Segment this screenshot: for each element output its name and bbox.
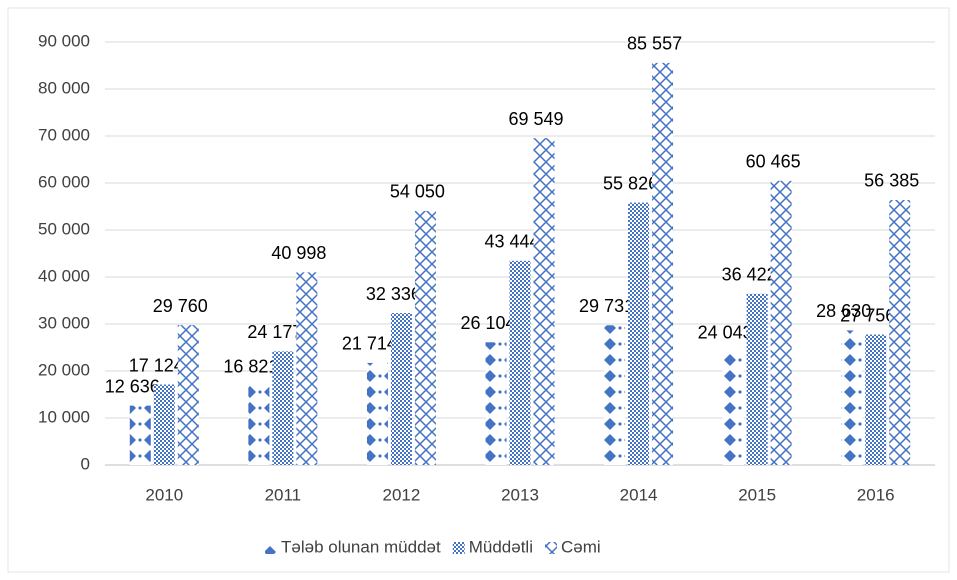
y-tick-label: 50 000 [38,219,90,238]
legend-label: Tələb olunan müddət [281,537,441,556]
data-label: 54 050 [390,182,445,202]
legend-label: Cəmi [561,537,601,556]
y-tick-label: 90 000 [38,31,90,50]
data-label: 29 731 [579,296,634,316]
bar [272,351,294,465]
bar [296,272,318,465]
data-label: 27 756 [840,305,895,325]
bar [533,138,555,466]
y-tick-label: 80 000 [38,78,90,97]
x-tick-label: 2015 [738,485,776,504]
bar [129,405,151,465]
y-tick-label: 30 000 [38,313,90,332]
x-tick-label: 2011 [265,485,302,504]
data-label: 40 998 [271,243,326,263]
bar [628,202,650,465]
y-tick-label: 40 000 [38,266,90,285]
data-label: 32 336 [366,284,421,304]
data-label: 26 104 [460,313,515,333]
y-tick-label: 70 000 [38,125,90,144]
x-tick-label: 2013 [501,485,539,504]
chart-frame [7,7,950,573]
bar [509,260,531,465]
data-label: 36 422 [722,265,777,285]
bar [722,351,744,465]
data-label: 55 826 [603,173,658,193]
bar [485,342,507,465]
y-tick-label: 10 000 [38,407,90,426]
data-label: 24 043 [698,323,753,343]
legend-swatch [545,542,557,554]
x-tick-label: 2010 [145,485,183,504]
data-label: 43 444 [484,232,539,252]
y-tick-label: 0 [81,454,90,473]
y-tick-label: 60 000 [38,172,90,191]
bar [177,325,199,465]
legend-swatch [265,542,277,554]
bar [604,325,626,465]
data-label: 24 177 [247,322,302,342]
data-label: 21 714 [342,334,397,354]
y-tick-label: 20 000 [38,360,90,379]
bar [390,313,412,465]
bar [746,293,768,465]
data-label: 85 557 [627,34,682,54]
bar [652,62,674,465]
data-label: 56 385 [864,171,919,191]
legend-swatch [452,542,465,554]
bar [865,334,887,465]
bar [153,384,175,465]
data-label: 28 630 [816,301,871,321]
bar [248,385,270,465]
bar [889,199,911,466]
data-label: 12 636 [105,376,160,396]
bar [366,362,388,465]
x-tick-label: 2014 [620,485,658,504]
bar [770,180,792,465]
data-label: 29 760 [153,296,208,316]
data-label: 16 821 [223,357,278,377]
x-tick-label: 2016 [857,485,895,504]
x-tick-label: 2012 [383,485,421,504]
data-label: 60 465 [746,152,801,172]
bar [841,330,863,465]
legend-label: Müddətli [469,537,533,556]
data-label: 69 549 [508,109,563,129]
bar [414,210,436,465]
data-label: 17 124 [129,355,184,375]
